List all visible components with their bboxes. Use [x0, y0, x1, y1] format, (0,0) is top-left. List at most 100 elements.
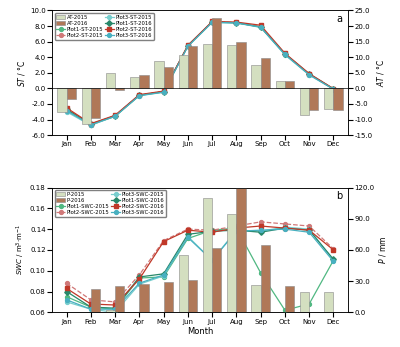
Plot1-SWC-2015 [88, 305, 93, 309]
Plot2-SWC-2016 [282, 226, 287, 230]
Line: Plot1-SWC-2015: Plot1-SWC-2015 [65, 226, 335, 312]
Line: Plot2-ST-2016: Plot2-ST-2016 [65, 19, 335, 126]
Bar [106, 310, 115, 312]
Plot1-SWC-2016 [161, 272, 166, 276]
Plot3-SWC-2015 [161, 274, 166, 278]
Plot2-ST-2015 [113, 113, 118, 118]
Plot2-ST-2016 [234, 20, 239, 24]
Bar [285, 81, 294, 88]
Plot1-SWC-2015 [331, 258, 336, 262]
Plot1-ST-2015 [186, 43, 190, 48]
Plot3-SWC-2015 [307, 227, 312, 231]
Y-axis label: $AT$ / °C: $AT$ / °C [375, 59, 386, 87]
Bar [179, 255, 188, 312]
Bar [285, 286, 294, 312]
Plot1-SWC-2016 [88, 305, 93, 309]
Plot1-ST-2016 [234, 20, 239, 25]
Plot3-SWC-2016 [137, 281, 142, 285]
Plot2-ST-2015 [258, 25, 263, 29]
Plot3-SWC-2016 [258, 228, 263, 232]
Plot1-ST-2015 [210, 20, 214, 24]
Plot3-SWC-2016 [186, 235, 190, 239]
Plot2-ST-2016 [331, 87, 336, 91]
Line: Plot3-ST-2016: Plot3-ST-2016 [65, 20, 335, 127]
Plot3-SWC-2016 [234, 229, 239, 233]
Plot2-SWC-2016 [113, 303, 118, 307]
X-axis label: Month: Month [187, 327, 213, 336]
Bar [66, 88, 76, 99]
Plot3-ST-2016 [282, 52, 287, 57]
Bar [57, 88, 66, 112]
Plot2-SWC-2015 [161, 238, 166, 243]
Bar [300, 291, 309, 312]
Plot2-SWC-2016 [307, 228, 312, 232]
Plot1-ST-2016 [258, 25, 263, 29]
Plot2-SWC-2015 [258, 220, 263, 224]
Plot1-ST-2016 [88, 122, 93, 126]
Legend: P-2015, P-2016, Plot1-SWC-2015, Plot2-SWC-2015, Plot3-SWC-2015, Plot1-SWC-2016, : P-2015, P-2016, Plot1-SWC-2015, Plot2-SW… [55, 190, 166, 217]
Plot1-ST-2015 [161, 90, 166, 94]
Plot3-ST-2015 [137, 94, 142, 98]
Plot1-ST-2015 [137, 93, 142, 98]
Plot2-ST-2016 [161, 89, 166, 93]
Plot1-SWC-2016 [258, 230, 263, 234]
Plot3-ST-2015 [88, 123, 93, 127]
Y-axis label: $SWC$ / m$^3$·m$^{-1}$: $SWC$ / m$^3$·m$^{-1}$ [15, 225, 27, 276]
Plot2-ST-2016 [88, 121, 93, 126]
Bar [203, 44, 212, 88]
Bar [227, 45, 236, 88]
Bar [212, 18, 221, 88]
Plot1-ST-2015 [113, 115, 118, 119]
Plot1-ST-2015 [307, 72, 312, 76]
Plot1-SWC-2016 [234, 228, 239, 232]
Plot3-SWC-2016 [161, 273, 166, 277]
Bar [91, 88, 100, 118]
Plot2-SWC-2015 [113, 300, 118, 304]
Plot3-ST-2016 [88, 123, 93, 127]
Plot3-ST-2016 [331, 87, 336, 91]
Plot3-SWC-2015 [137, 282, 142, 286]
Bar [227, 213, 236, 312]
Bar [324, 291, 334, 312]
Plot2-ST-2016 [258, 23, 263, 27]
Plot2-ST-2015 [331, 87, 336, 91]
Plot2-ST-2015 [88, 123, 93, 127]
Plot2-ST-2015 [282, 52, 287, 56]
Plot2-ST-2016 [186, 43, 190, 48]
Plot1-ST-2015 [88, 122, 93, 127]
Plot2-SWC-2016 [258, 224, 263, 228]
Plot1-ST-2015 [331, 87, 336, 91]
Plot3-ST-2016 [234, 21, 239, 25]
Plot2-ST-2015 [307, 73, 312, 77]
Plot1-ST-2015 [258, 25, 263, 29]
Text: a: a [336, 14, 342, 24]
Plot1-SWC-2015 [210, 228, 214, 232]
Plot3-ST-2016 [258, 25, 263, 29]
Plot1-SWC-2015 [258, 271, 263, 275]
Plot3-ST-2015 [113, 114, 118, 118]
Bar [309, 88, 318, 110]
Plot2-ST-2016 [210, 19, 214, 24]
Plot2-SWC-2016 [137, 277, 142, 281]
Plot1-ST-2016 [282, 52, 287, 56]
Plot2-SWC-2015 [331, 247, 336, 251]
Plot3-SWC-2016 [331, 259, 336, 263]
Y-axis label: $P$ / mm: $P$ / mm [377, 236, 388, 264]
Plot1-ST-2015 [234, 21, 239, 25]
Bar [115, 286, 124, 312]
Plot3-SWC-2015 [234, 228, 239, 232]
Plot2-ST-2015 [64, 107, 69, 111]
Plot2-SWC-2015 [186, 227, 190, 231]
Plot3-SWC-2015 [282, 225, 287, 229]
Bar [106, 74, 115, 88]
Plot1-SWC-2015 [282, 308, 287, 312]
Plot2-SWC-2015 [282, 222, 287, 226]
Plot3-SWC-2015 [64, 300, 69, 304]
Plot1-SWC-2015 [186, 236, 190, 240]
Plot1-ST-2016 [161, 90, 166, 94]
Plot3-ST-2016 [210, 20, 214, 24]
Bar [139, 75, 148, 88]
Plot3-SWC-2016 [307, 230, 312, 234]
Plot1-ST-2015 [64, 108, 69, 112]
Plot3-SWC-2016 [282, 227, 287, 231]
